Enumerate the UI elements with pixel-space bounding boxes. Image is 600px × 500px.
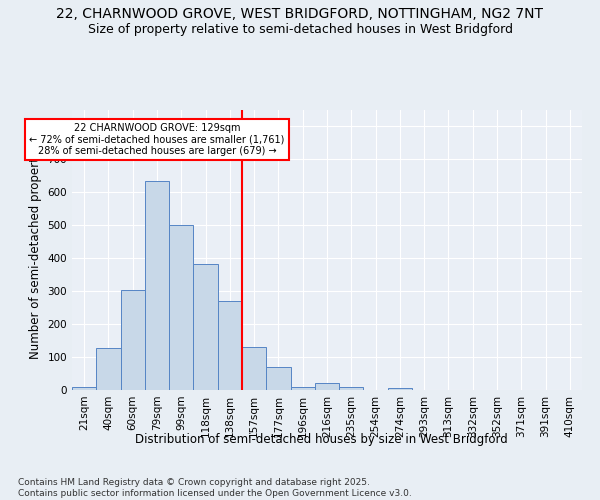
Bar: [72, 388, 96, 390]
Text: Size of property relative to semi-detached houses in West Bridgford: Size of property relative to semi-detach…: [88, 22, 512, 36]
Bar: [242, 347, 266, 390]
Bar: [388, 388, 412, 390]
Text: 22 CHARNWOOD GROVE: 129sqm
← 72% of semi-detached houses are smaller (1,761)
28%: 22 CHARNWOOD GROVE: 129sqm ← 72% of semi…: [29, 123, 284, 156]
Bar: [339, 386, 364, 390]
Bar: [290, 386, 315, 390]
Bar: [121, 290, 145, 390]
Bar: [266, 367, 290, 390]
Bar: [315, 383, 339, 390]
Bar: [218, 300, 242, 390]
Bar: [193, 264, 218, 390]
Y-axis label: Number of semi-detached properties: Number of semi-detached properties: [29, 140, 42, 360]
Bar: [145, 181, 169, 390]
Text: Distribution of semi-detached houses by size in West Bridgford: Distribution of semi-detached houses by …: [134, 432, 508, 446]
Bar: [96, 348, 121, 390]
Text: 22, CHARNWOOD GROVE, WEST BRIDGFORD, NOTTINGHAM, NG2 7NT: 22, CHARNWOOD GROVE, WEST BRIDGFORD, NOT…: [56, 8, 544, 22]
Text: Contains HM Land Registry data © Crown copyright and database right 2025.
Contai: Contains HM Land Registry data © Crown c…: [18, 478, 412, 498]
Bar: [169, 225, 193, 390]
